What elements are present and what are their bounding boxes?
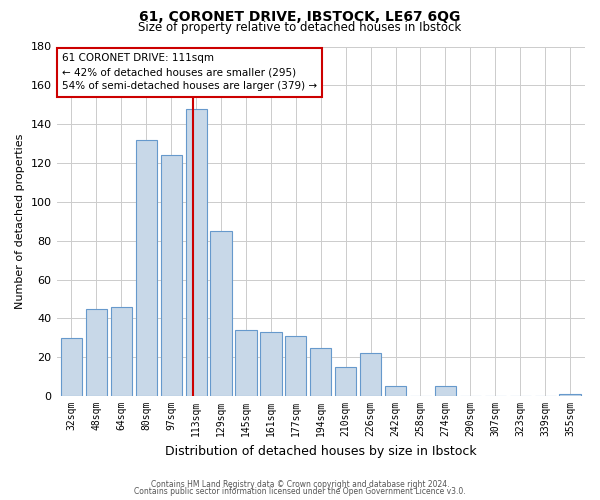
Text: Contains public sector information licensed under the Open Government Licence v3: Contains public sector information licen… <box>134 487 466 496</box>
Bar <box>235 330 257 396</box>
Bar <box>185 108 207 396</box>
X-axis label: Distribution of detached houses by size in Ibstock: Distribution of detached houses by size … <box>165 444 476 458</box>
Bar <box>335 367 356 396</box>
Bar <box>161 156 182 396</box>
Bar <box>61 338 82 396</box>
Y-axis label: Number of detached properties: Number of detached properties <box>15 134 25 309</box>
Bar <box>111 306 132 396</box>
Bar <box>260 332 281 396</box>
Text: 61 CORONET DRIVE: 111sqm
← 42% of detached houses are smaller (295)
54% of semi-: 61 CORONET DRIVE: 111sqm ← 42% of detach… <box>62 54 317 92</box>
Bar <box>360 354 381 396</box>
Bar <box>310 348 331 396</box>
Bar <box>86 308 107 396</box>
Text: 61, CORONET DRIVE, IBSTOCK, LE67 6QG: 61, CORONET DRIVE, IBSTOCK, LE67 6QG <box>139 10 461 24</box>
Text: Contains HM Land Registry data © Crown copyright and database right 2024.: Contains HM Land Registry data © Crown c… <box>151 480 449 489</box>
Bar <box>136 140 157 396</box>
Text: Size of property relative to detached houses in Ibstock: Size of property relative to detached ho… <box>139 22 461 35</box>
Bar <box>211 231 232 396</box>
Bar <box>559 394 581 396</box>
Bar <box>435 386 456 396</box>
Bar <box>385 386 406 396</box>
Bar <box>285 336 307 396</box>
